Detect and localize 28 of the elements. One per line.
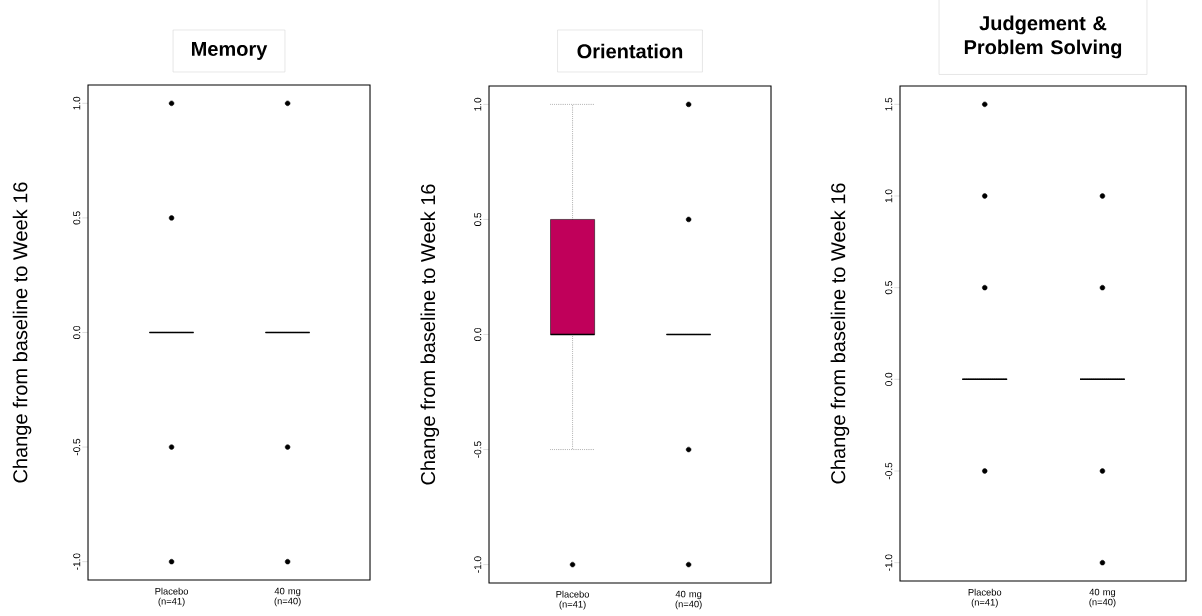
y-tick-label: 0.5 — [73, 211, 81, 225]
y-tick-label: 1.0 — [474, 97, 482, 111]
y-tick-label: -1.0 — [885, 554, 893, 571]
y-axis-title: Change from baseline to Week 16 — [830, 183, 850, 484]
x-tick-label: 40 mg (n=40) — [274, 587, 301, 607]
chart-title: Judgement & Problem Solving — [964, 15, 1122, 59]
x-tick-label: Placebo (n=41) — [968, 588, 1002, 608]
y-tick-label: 0.0 — [474, 327, 482, 342]
y-tick-label: 0.0 — [885, 372, 893, 386]
y-tick-label: -0.5 — [885, 462, 893, 480]
y-tick-label: -0.5 — [73, 438, 81, 456]
y-tick-label: 1.5 — [885, 97, 893, 111]
y-tick-label: 1.0 — [73, 96, 81, 110]
chart-title: Orientation — [577, 43, 683, 59]
y-axis-title: Change from baseline to Week 16 — [12, 182, 32, 483]
y-tick-label: -1.0 — [73, 553, 81, 570]
chart-title: Memory — [192, 42, 268, 60]
y-tick-label: 0.5 — [885, 281, 893, 295]
y-tick-label: -0.5 — [474, 441, 482, 458]
x-tick-label: Placebo (n=41) — [556, 590, 590, 610]
y-tick-label: -1.0 — [474, 556, 482, 573]
x-tick-label: Placebo (n=41) — [155, 587, 189, 607]
x-tick-label: 40 mg (n=40) — [1089, 588, 1116, 608]
y-tick-label: 0.0 — [73, 325, 81, 340]
y-tick-label: 0.5 — [474, 212, 482, 226]
x-tick-label: 40 mg (n=40) — [675, 590, 702, 610]
y-axis-title: Change from baseline to Week 16 — [420, 184, 440, 485]
y-tick-label: 1.0 — [885, 189, 893, 203]
